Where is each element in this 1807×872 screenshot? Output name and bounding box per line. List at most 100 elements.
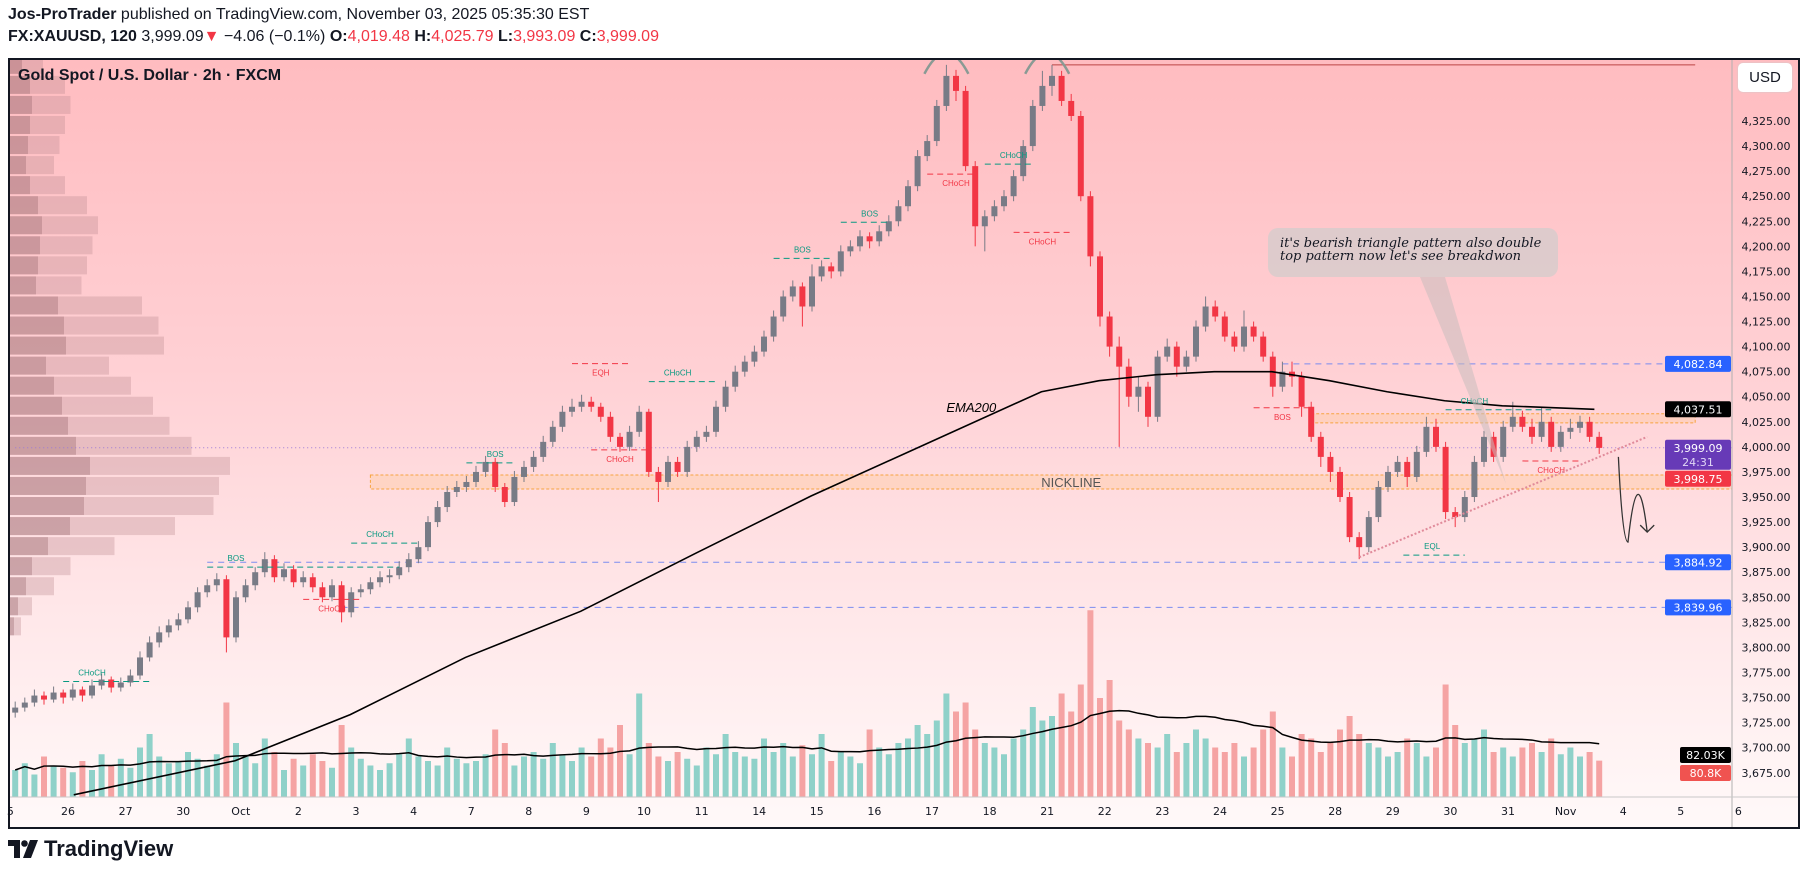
candle-body[interactable] (175, 619, 182, 626)
ema200-line[interactable] (73, 370, 1595, 796)
candle-body[interactable] (1509, 416, 1516, 427)
candle-body[interactable] (1423, 426, 1430, 452)
candle-body[interactable] (127, 675, 134, 683)
candle-body[interactable] (828, 266, 835, 272)
candle-body[interactable] (741, 361, 748, 372)
candle-body[interactable] (1385, 471, 1391, 487)
candle-body[interactable] (1068, 100, 1075, 116)
candle-body[interactable] (876, 231, 883, 242)
candle-body[interactable] (530, 456, 537, 467)
candle-body[interactable] (108, 679, 115, 688)
candle-body[interactable] (1375, 486, 1382, 518)
candle-body[interactable] (905, 186, 911, 207)
callout-note[interactable]: it's bearish triangle pattern also doubl… (1268, 228, 1558, 277)
candle-body[interactable] (357, 589, 364, 593)
candle-body[interactable] (1577, 421, 1583, 428)
candle-body[interactable] (492, 461, 499, 487)
candle-body[interactable] (1404, 461, 1411, 477)
candle-body[interactable] (1049, 75, 1055, 86)
candle-body[interactable] (789, 286, 796, 297)
candle-body[interactable] (156, 632, 163, 643)
candle-body[interactable] (1106, 316, 1113, 347)
candle-body[interactable] (98, 679, 105, 686)
candle-body[interactable] (1538, 421, 1545, 437)
candle-body[interactable] (1279, 371, 1286, 387)
double-top-arc[interactable] (1024, 53, 1071, 75)
candle-body[interactable] (1567, 427, 1574, 432)
candle-body[interactable] (703, 431, 710, 437)
candle-body[interactable] (348, 592, 355, 613)
candle-body[interactable] (367, 582, 374, 590)
tradingview-logo[interactable]: TradingView (8, 836, 173, 862)
candle-body[interactable] (597, 406, 604, 417)
candle-body[interactable] (1327, 456, 1334, 472)
candle-body[interactable] (924, 141, 931, 157)
candle-body[interactable] (1125, 366, 1132, 397)
candle-body[interactable] (405, 559, 412, 568)
candle-body[interactable] (981, 216, 988, 227)
time-axis[interactable]: 5 26 27 30 Oct 2 3 4 7 8 9 10 11 14 15 16 17 18 21 22 23 24 25… (7, 805, 1742, 818)
candle-body[interactable] (1490, 436, 1497, 457)
candle-body[interactable] (1394, 461, 1401, 472)
candle-body[interactable] (453, 486, 460, 492)
candle-body[interactable] (213, 579, 220, 586)
candle-body[interactable] (1317, 436, 1324, 457)
candle-body[interactable] (636, 411, 643, 432)
candle-body[interactable] (1461, 497, 1468, 518)
candle-body[interactable] (645, 411, 652, 472)
candle-body[interactable] (79, 689, 86, 696)
candle-body[interactable] (233, 597, 239, 638)
candle-body[interactable] (578, 401, 585, 407)
candle-body[interactable] (1596, 436, 1603, 448)
candle-body[interactable] (501, 486, 508, 503)
candle-body[interactable] (1020, 146, 1027, 177)
candle-body[interactable] (473, 471, 479, 482)
candle-body[interactable] (943, 75, 950, 106)
candle-body[interactable] (607, 416, 614, 437)
candle-body[interactable] (809, 276, 815, 307)
candle-body[interactable] (1308, 406, 1315, 437)
candle-body[interactable] (425, 522, 431, 548)
candle-body[interactable] (1241, 326, 1247, 347)
candle-body[interactable] (617, 436, 623, 447)
candle-body[interactable] (1548, 421, 1555, 447)
candle-body[interactable] (693, 436, 700, 447)
candle-body[interactable] (569, 406, 575, 412)
candle-body[interactable] (1173, 346, 1180, 367)
candle-body[interactable] (1029, 105, 1036, 147)
candle-body[interactable] (972, 166, 979, 227)
candle-body[interactable] (194, 592, 201, 608)
candle-body[interactable] (1346, 497, 1353, 538)
candle-body[interactable] (1183, 356, 1190, 367)
candle-body[interactable] (511, 476, 518, 503)
candle-body[interactable] (338, 585, 345, 613)
candle-body[interactable] (953, 75, 959, 91)
candle-body[interactable] (89, 685, 95, 696)
candle-body[interactable] (857, 236, 863, 247)
candle-body[interactable] (1337, 471, 1343, 498)
candle-body[interactable] (837, 251, 844, 272)
candle-body[interactable] (1154, 356, 1161, 417)
candle-body[interactable] (41, 695, 47, 700)
candle-body[interactable] (1077, 115, 1084, 197)
candle-body[interactable] (655, 471, 662, 482)
candle-body[interactable] (1010, 176, 1017, 197)
candle-body[interactable] (549, 426, 556, 442)
candle-body[interactable] (674, 461, 681, 472)
candle-body[interactable] (665, 461, 671, 482)
candle-body[interactable] (1250, 326, 1257, 337)
candle-body[interactable] (540, 441, 547, 457)
candle-body[interactable] (1413, 451, 1420, 477)
candle-body[interactable] (69, 689, 76, 698)
candle-body[interactable] (319, 587, 326, 598)
candle-body[interactable] (271, 559, 278, 578)
candle-body[interactable] (444, 491, 451, 508)
candle-body[interactable] (1097, 256, 1103, 317)
candle-body[interactable] (521, 466, 527, 477)
candle-body[interactable] (1116, 346, 1123, 367)
candle-body[interactable] (1193, 326, 1199, 357)
candle-body[interactable] (117, 682, 124, 688)
candle-body[interactable] (588, 401, 595, 407)
candle-body[interactable] (780, 296, 787, 317)
candle-body[interactable] (329, 585, 335, 598)
